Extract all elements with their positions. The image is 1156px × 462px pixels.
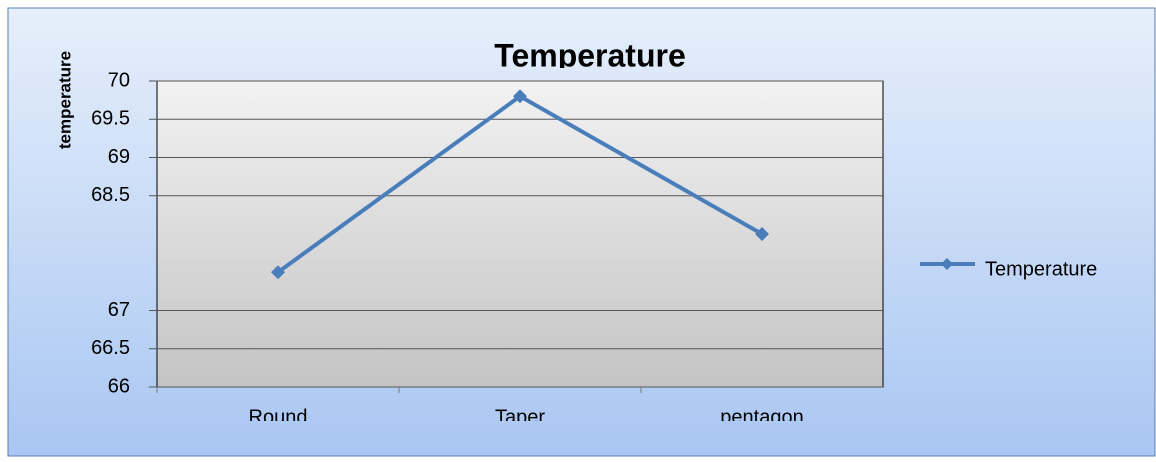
chart-title: Temperature — [494, 37, 685, 73]
y-axis-label: temperature — [55, 51, 74, 149]
y-tick-label: 66.5 — [91, 337, 130, 359]
point-marker — [513, 89, 527, 104]
grid: 70 69.5 69 68.5 67 66.5 66 Round Taper pentagon — [91, 69, 883, 428]
x-tick-label: Round — [249, 406, 308, 428]
point-marker — [271, 265, 285, 280]
point-marker — [755, 227, 769, 241]
y-tick-label: 69 — [108, 146, 130, 168]
marks — [271, 89, 769, 280]
y-tick-label: 66 — [108, 375, 130, 397]
x-tick-label: Taper — [495, 406, 545, 428]
y-tick-label: 67 — [108, 299, 130, 321]
x-tick-label: pentagon — [720, 406, 803, 428]
y-tick-label: 69.5 — [91, 108, 130, 130]
plot-area — [156, 80, 884, 388]
legend-label: Temperature — [985, 258, 1097, 280]
y-tick-label: 70 — [108, 69, 130, 91]
legend-marker — [941, 258, 953, 270]
y-tick-label: 68.5 — [91, 184, 130, 206]
